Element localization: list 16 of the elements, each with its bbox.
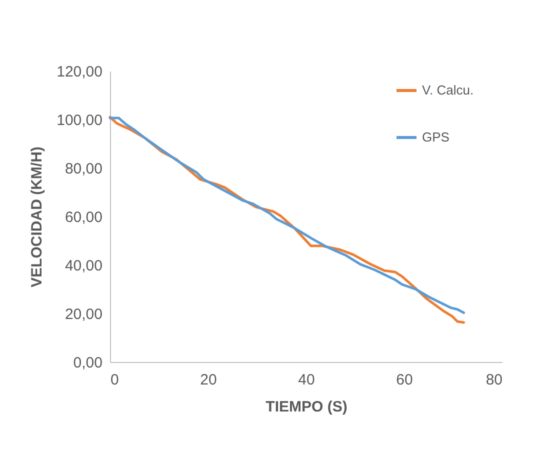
y-tick-label: 20,00 [64, 306, 102, 323]
y-tick-label: 60,00 [64, 209, 102, 226]
y-tick-label: 100,00 [56, 112, 102, 129]
x-axis-title: TIEMPO (S) [266, 398, 348, 416]
y-tick-label: 80,00 [64, 160, 102, 178]
y-tick-label: 120,00 [56, 64, 102, 80]
legend-label: GPS [422, 130, 450, 144]
x-tick-label: 20 [200, 372, 217, 388]
x-tick-label: 80 [486, 372, 502, 388]
legend-label: V. Calcu. [422, 82, 474, 98]
x-tick-label: 40 [298, 372, 315, 388]
y-axis-title: VELOCIDAD (KM/H) [28, 146, 46, 288]
x-tick-label: 60 [396, 372, 413, 388]
y-tick-label: 0,00 [73, 354, 102, 372]
y-tick-label: 40,00 [64, 258, 102, 274]
x-tick-label: 0 [110, 372, 119, 388]
